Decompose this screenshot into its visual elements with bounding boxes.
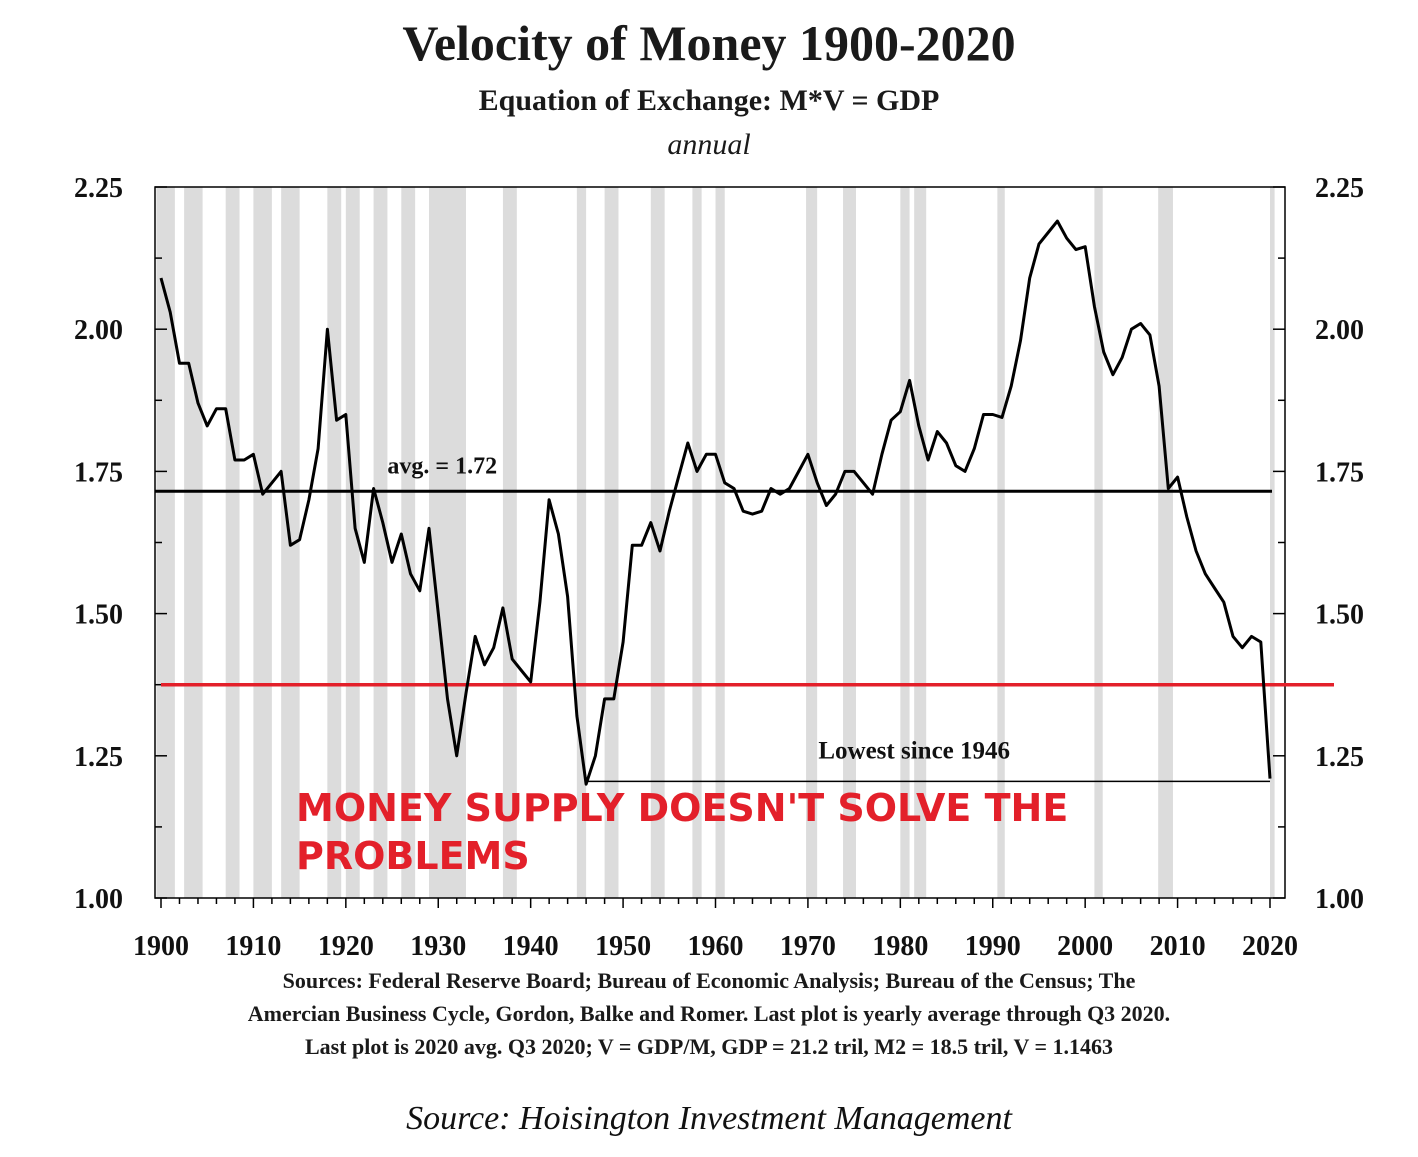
- x-tick-label: 1940: [503, 931, 559, 962]
- x-tick-label: 1980: [872, 931, 928, 962]
- y-tick-label-left: 1.25: [74, 742, 123, 773]
- average-label: avg. = 1.72: [387, 453, 497, 479]
- y-tick-label-left: 2.25: [74, 173, 123, 204]
- plot-frame: [154, 186, 1286, 899]
- callout-text: MONEY SUPPLY DOESN'T SOLVE THE PROBLEMS: [296, 786, 1069, 878]
- recession-band: [806, 187, 818, 898]
- chart-period: annual: [667, 128, 751, 161]
- velocity-series-line: [159, 219, 1272, 786]
- y-tick-label-right: 1.50: [1315, 600, 1364, 631]
- recession-band: [373, 187, 388, 898]
- x-tick-label: 1930: [410, 931, 466, 962]
- recession-band: [401, 187, 416, 898]
- footer-source: Source: Hoisington Investment Management: [406, 1100, 1012, 1137]
- x-axis-labels: 1900 1910 1920 1930 1940 1950 1960 1970 1980 1990…: [133, 931, 1298, 962]
- recession-band: [576, 187, 587, 898]
- x-tick-label: 1950: [595, 931, 651, 962]
- recession-band: [843, 187, 856, 898]
- y-tick-label-left: 1.50: [74, 600, 123, 631]
- x-tick-label: 1910: [225, 931, 281, 962]
- y-tick-label-right: 1.25: [1315, 742, 1364, 773]
- x-tick-label: 1970: [780, 931, 836, 962]
- sources-line-1: Sources: Federal Reserve Board; Bureau o…: [282, 968, 1136, 993]
- recession-band: [253, 187, 272, 898]
- y-tick-label-left: 1.75: [74, 457, 123, 488]
- x-tick-label: 1900: [133, 931, 189, 962]
- recession-band: [997, 187, 1005, 898]
- x-tick-label: 2020: [1242, 931, 1298, 962]
- recession-band: [1270, 187, 1275, 898]
- chart-title: Velocity of Money 1900-2020: [402, 15, 1016, 71]
- y-tick-label-left: 1.00: [74, 884, 123, 915]
- recession-band: [184, 187, 203, 898]
- y-axis-labels: 1.00 1.00 1.25 1.25 1.50 1.50 1.75 1.75 2.00 2.00…: [74, 173, 1364, 915]
- y-tick-label-right: 1.00: [1315, 884, 1364, 915]
- y-tick-label-right: 1.75: [1315, 457, 1364, 488]
- recession-band: [156, 187, 175, 898]
- recession-band: [429, 187, 466, 898]
- recession-band: [914, 187, 927, 898]
- x-tick-label: 1960: [688, 931, 744, 962]
- y-tick-label-right: 2.00: [1315, 315, 1364, 346]
- sources-line-3: Last plot is 2020 avg. Q3 2020; V = GDP/…: [304, 1034, 1114, 1059]
- x-tick-label: 2000: [1057, 931, 1113, 962]
- y-tick-label-right: 2.25: [1315, 173, 1364, 204]
- recession-band: [900, 187, 910, 898]
- sources-line-2: Amercian Business Cycle, Gordon, Balke a…: [247, 1001, 1171, 1026]
- x-tick-label: 1990: [965, 931, 1021, 962]
- chart-subtitle: Equation of Exchange: M*V = GDP: [478, 84, 940, 117]
- recession-band: [1158, 187, 1173, 898]
- recession-band: [225, 187, 240, 898]
- recession-band: [604, 187, 619, 898]
- lowest-since-label: Lowest since 1946: [818, 737, 1010, 764]
- recession-band: [502, 187, 517, 898]
- recession-band: [345, 187, 360, 898]
- recession-band: [715, 187, 725, 898]
- x-tick-label: 1920: [318, 931, 374, 962]
- recession-band: [1094, 187, 1103, 898]
- recession-band: [692, 187, 702, 898]
- x-tick-label: 2010: [1150, 931, 1206, 962]
- y-tick-label-left: 2.00: [74, 315, 123, 346]
